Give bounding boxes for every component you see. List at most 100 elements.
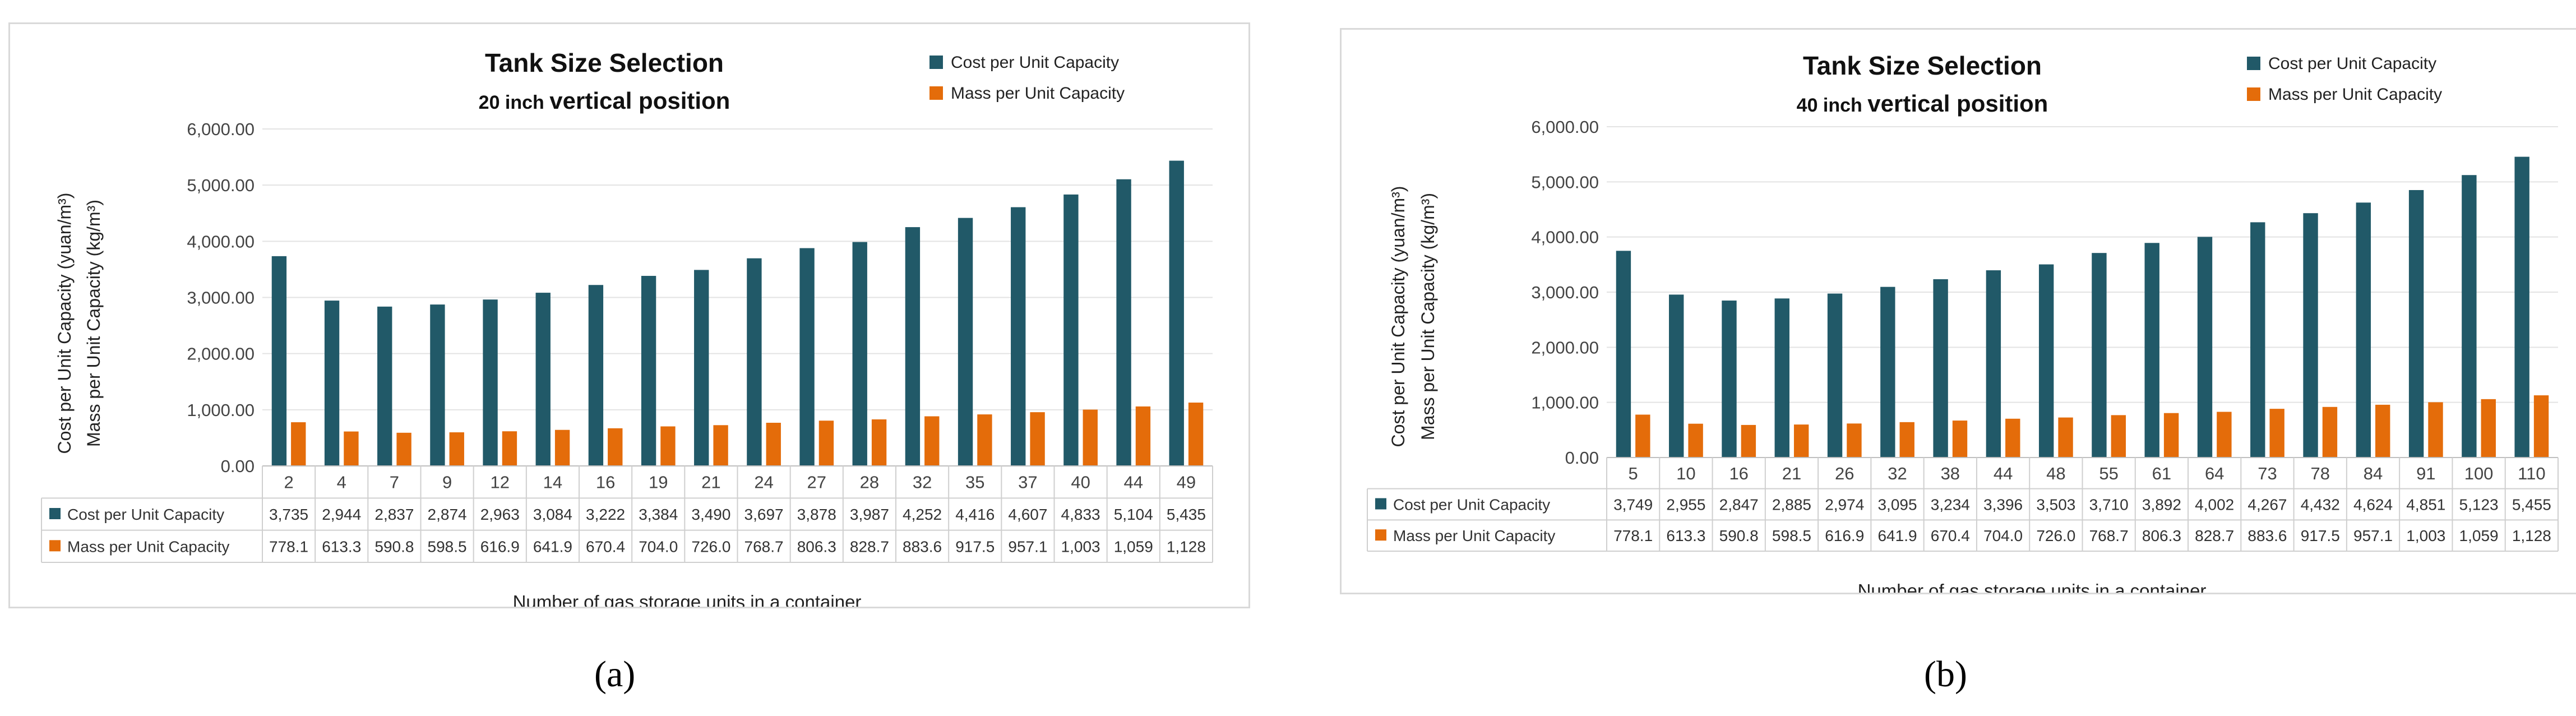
table-cell: 4,267 <box>2247 496 2287 514</box>
table-cell: 2,874 <box>428 506 467 523</box>
mass-bar-91 <box>2428 402 2443 458</box>
mass-bar-73 <box>2269 409 2284 458</box>
mass-bar-78 <box>2322 406 2338 458</box>
table-cell: 5,123 <box>2459 496 2499 514</box>
table-cell: 3,735 <box>269 506 308 523</box>
cost-bar-61 <box>2144 243 2159 458</box>
cost-bar-73 <box>2250 222 2265 458</box>
table-cell: 778.1 <box>1613 527 1653 544</box>
chart-panel-b: Tank Size Selection 40 inch vertical posi… <box>1340 28 2576 594</box>
mass-bar-16 <box>608 428 623 466</box>
table-row-label-1: Cost per Unit Capacity <box>67 506 224 523</box>
x-tick-label: 49 <box>1177 473 1196 492</box>
chart-subtitle: 40 inch vertical position <box>1797 90 2048 117</box>
x-tick-label: 12 <box>491 473 510 492</box>
x-tick-label: 27 <box>807 473 826 492</box>
x-tick-label: 44 <box>1124 473 1143 492</box>
table-cell: 3,710 <box>2089 496 2129 514</box>
table-row-key-2 <box>49 540 61 552</box>
table-cell: 3,222 <box>586 506 625 523</box>
table-cell: 4,624 <box>2353 496 2393 514</box>
x-tick-label: 16 <box>1729 464 1748 483</box>
table-cell: 917.5 <box>955 538 995 555</box>
table-row-key-2 <box>1375 529 1386 541</box>
cost-bar-27 <box>799 248 815 466</box>
x-tick-label: 61 <box>2152 464 2171 483</box>
x-tick-label: 32 <box>913 473 932 492</box>
cost-bar-40 <box>1063 194 1079 466</box>
x-tick-label: 73 <box>2258 464 2277 483</box>
mass-bar-48 <box>2058 417 2073 458</box>
cost-bar-21 <box>694 270 709 466</box>
x-tick-label: 100 <box>2464 464 2494 483</box>
table-row-key-1 <box>49 508 61 519</box>
cost-bar-5 <box>1616 251 1631 458</box>
mass-bar-37 <box>1030 412 1045 466</box>
table-cell: 3,490 <box>691 506 730 523</box>
table-cell: 5,435 <box>1167 506 1206 523</box>
table-cell: 4,252 <box>903 506 942 523</box>
cost-bar-91 <box>2408 190 2424 458</box>
mass-bar-40 <box>1083 409 1098 466</box>
mass-bar-64 <box>2217 412 2232 458</box>
table-cell: 4,607 <box>1008 506 1047 523</box>
y-tick-label: 5,000.00 <box>1531 172 1599 192</box>
table-cell: 670.4 <box>1931 527 1970 544</box>
table-cell: 641.9 <box>1877 527 1917 544</box>
table-cell: 4,002 <box>2195 496 2234 514</box>
cost-bar-64 <box>2197 237 2213 458</box>
caption-b: (b) <box>1924 654 1967 695</box>
table-cell: 2,955 <box>1666 496 1705 514</box>
mass-bar-28 <box>871 419 887 466</box>
y-tick-label: 6,000.00 <box>1531 117 1599 137</box>
table-row-label-2: Mass per Unit Capacity <box>67 538 229 555</box>
table-cell: 3,234 <box>1931 496 1970 514</box>
mass-bar-7 <box>396 432 411 466</box>
x-tick-label: 19 <box>649 473 668 492</box>
chart-panel-a: Tank Size Selection 20 inch vertical posi… <box>8 22 1250 608</box>
chart-title: Tank Size Selection <box>1803 51 2042 80</box>
cost-bar-10 <box>1669 294 1684 458</box>
chart-title: Tank Size Selection <box>485 48 724 77</box>
x-tick-label: 37 <box>1018 473 1037 492</box>
caption-a: (a) <box>594 654 636 695</box>
y-axis-title-cost: Cost per Unit Capacity (yuan/m³) <box>54 193 75 454</box>
x-tick-label: 14 <box>543 473 562 492</box>
y-tick-label: 0.00 <box>221 456 255 476</box>
table-cell: 704.0 <box>639 538 678 555</box>
x-tick-label: 78 <box>2311 464 2330 483</box>
cost-bar-2 <box>271 256 287 466</box>
x-tick-label: 21 <box>1782 464 1801 483</box>
legend-label-2: Mass per Unit Capacity <box>951 84 1125 103</box>
chart-b-svg: Tank Size Selection 40 inch vertical posi… <box>1367 51 2559 593</box>
cost-bar-55 <box>2092 253 2107 458</box>
table-cell: 5,455 <box>2512 496 2551 514</box>
cost-bar-16 <box>588 285 604 466</box>
mass-bar-49 <box>1188 403 1204 466</box>
table-cell: 590.8 <box>374 538 414 555</box>
mass-bar-19 <box>660 426 676 466</box>
table-cell: 1,128 <box>2512 527 2551 544</box>
mass-bar-24 <box>766 423 781 466</box>
y-tick-label: 2,000.00 <box>1531 338 1599 357</box>
x-axis-title: Number of gas storage units in a contain… <box>513 592 862 607</box>
cost-bar-26 <box>1827 293 1843 458</box>
cost-bar-7 <box>377 306 392 466</box>
table-cell: 2,974 <box>1825 496 1864 514</box>
table-row-label-1: Cost per Unit Capacity <box>1393 496 1550 514</box>
x-tick-label: 4 <box>337 473 346 492</box>
table-cell: 4,833 <box>1061 506 1100 523</box>
cost-bar-24 <box>747 258 762 466</box>
cost-bar-110 <box>2514 156 2529 458</box>
table-cell: 670.4 <box>586 538 625 555</box>
table-cell: 768.7 <box>2089 527 2129 544</box>
table-cell: 1,003 <box>1061 538 1100 555</box>
x-tick-label: 24 <box>754 473 773 492</box>
x-tick-label: 5 <box>1629 464 1638 483</box>
table-cell: 883.6 <box>2247 527 2287 544</box>
x-tick-label: 64 <box>2205 464 2224 483</box>
cost-bar-32 <box>1880 287 1895 458</box>
table-cell: 4,416 <box>955 506 995 523</box>
cost-bar-16 <box>1722 301 1737 458</box>
table-cell: 883.6 <box>903 538 942 555</box>
